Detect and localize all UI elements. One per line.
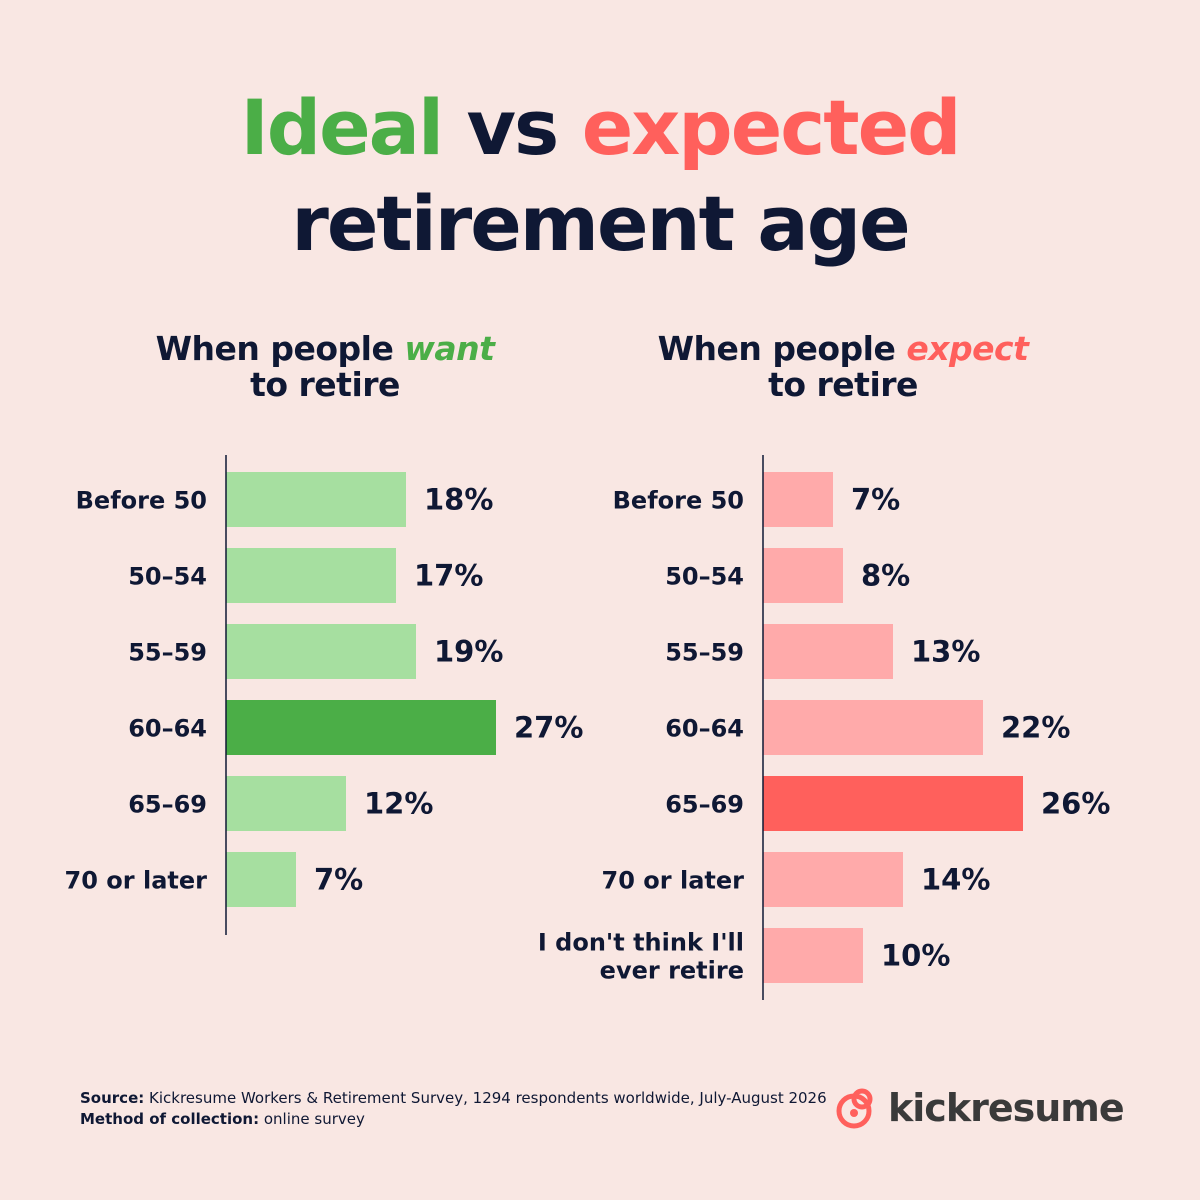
data-label: 18%	[424, 483, 493, 517]
bar-chart-0: 18% Before 50 17% 50–54 19% 55–59 27% 60–64 12% 6…	[65, 455, 583, 935]
data-label: 13%	[911, 635, 980, 669]
chart-title-expect: When people expect to retire	[618, 331, 1068, 403]
bar	[763, 624, 893, 679]
bar	[763, 928, 863, 983]
chart-title-suffix: to retire	[768, 365, 918, 404]
bar-chart-1: 7% Before 50 8% 50–54 13% 55–59 22% 60–64 26% 65–…	[538, 455, 1110, 1000]
data-label: 8%	[861, 559, 910, 593]
data-label: 17%	[414, 559, 483, 593]
data-label: 12%	[364, 787, 433, 821]
bar	[226, 700, 496, 755]
chart-title-prefix: When people	[155, 329, 405, 368]
page-title-line1: Ideal vs expected	[0, 78, 1200, 178]
data-label: 26%	[1041, 787, 1110, 821]
bar	[226, 624, 416, 679]
data-label: 7%	[851, 483, 900, 517]
chart-title-prefix: When people	[657, 329, 907, 368]
source-text: Kickresume Workers & Retirement Survey, …	[144, 1089, 827, 1107]
bar	[763, 548, 843, 603]
category-label: 65–69	[665, 791, 744, 819]
chart-title-suffix: to retire	[250, 365, 400, 404]
bar	[226, 472, 406, 527]
chart-title-emphasis: want	[404, 329, 495, 368]
page-title-line2: retirement age	[291, 179, 910, 268]
title-word-expected: expected	[581, 83, 962, 172]
data-label: 14%	[921, 863, 990, 897]
bar-charts: 18% Before 50 17% 50–54 19% 55–59 27% 60–64 12% 6…	[65, 455, 1110, 1000]
logo-text: kickresume	[888, 1086, 1125, 1130]
bar	[763, 472, 833, 527]
title-word-vs: vs	[466, 83, 559, 172]
source-line: Source: Kickresume Workers & Retirement …	[80, 1088, 827, 1109]
method-label: Method of collection:	[80, 1110, 260, 1128]
bar	[763, 776, 1023, 831]
data-label: 27%	[514, 711, 583, 745]
footer-source: Source: Kickresume Workers & Retirement …	[80, 1088, 827, 1130]
category-label: 50–54	[128, 563, 207, 591]
category-label: 60–64	[665, 715, 744, 743]
chart-title-emphasis: expect	[906, 329, 1029, 368]
category-label: 50–54	[665, 563, 744, 591]
category-label: 55–59	[665, 639, 744, 667]
bar	[226, 548, 396, 603]
source-label: Source:	[80, 1089, 145, 1107]
category-label: Before 50	[76, 487, 207, 515]
method-line: Method of collection: online survey	[80, 1109, 827, 1130]
bar	[763, 700, 983, 755]
category-label: 70 or later	[65, 867, 208, 895]
category-label: 60–64	[128, 715, 207, 743]
category-label: 70 or later	[602, 867, 745, 895]
category-label: 65–69	[128, 791, 207, 819]
data-label: 22%	[1001, 711, 1070, 745]
category-label: Before 50	[613, 487, 744, 515]
data-label: 10%	[881, 939, 950, 973]
data-label: 7%	[314, 863, 363, 897]
kickresume-logo: kickresume	[834, 1082, 1125, 1134]
bar	[763, 852, 903, 907]
kickresume-logo-icon	[836, 1088, 873, 1129]
category-label: 55–59	[128, 639, 207, 667]
method-text: online survey	[259, 1110, 365, 1128]
chart-title-want: When people want to retire	[100, 331, 550, 403]
bar	[226, 852, 296, 907]
data-label: 19%	[434, 635, 503, 669]
bar	[226, 776, 346, 831]
title-word-ideal: Ideal	[240, 83, 444, 172]
category-label: I don't think I'll ever retire	[538, 929, 744, 985]
